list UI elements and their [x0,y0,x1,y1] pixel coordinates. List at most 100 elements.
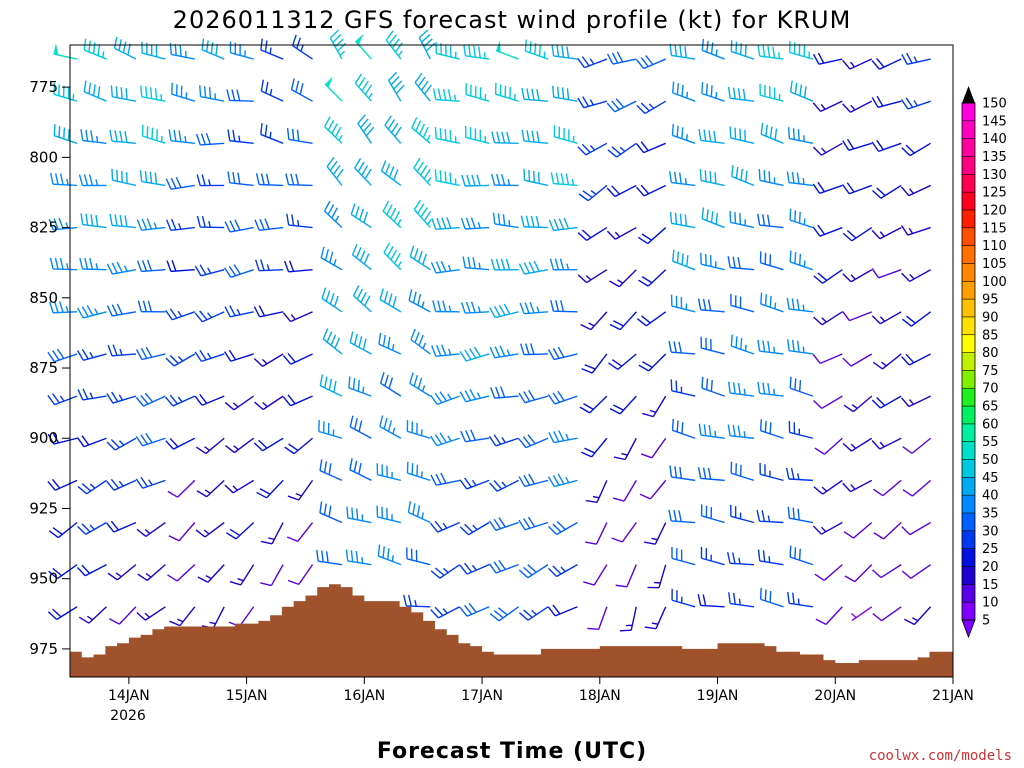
y-tick-label: 950 [29,570,58,588]
wind-barb [430,606,461,619]
wind-barb [407,501,431,524]
wind-barb [873,521,902,540]
wind-barb [492,212,519,229]
y-tick-label: 925 [29,499,58,517]
wind-barb [577,56,608,69]
wind-barb [282,394,313,407]
colorbar-swatch [962,548,975,568]
wind-barb [729,210,755,229]
wind-barb [518,434,549,449]
y-axis: 775 800 825 850 875 900 925 950 975 [29,78,70,658]
wind-barb [812,142,843,156]
wind-barb [842,100,873,113]
wind-barb [580,311,608,331]
wind-barb [47,478,78,491]
wind-barb [171,82,196,102]
wind-barb [287,564,314,586]
wind-barb [223,264,254,278]
colorbar-label: 125 [982,186,1007,201]
colorbar-swatch [962,245,975,264]
wind-barb [348,376,372,397]
wind-barb [406,419,431,439]
wind-barb [432,300,460,313]
wind-barb [813,395,843,410]
wind-barb [638,353,667,372]
wind-barb [872,353,902,370]
wind-barb [844,564,873,583]
colorbar-swatch [962,120,975,140]
colorbar-swatch [962,495,975,514]
colorbar-label: 135 [982,150,1007,165]
wind-barb [197,564,225,583]
x-axis-label: Forecast Time (UTC) [377,739,647,764]
wind-barb [668,509,696,524]
wind-barb [284,260,313,273]
wind-barb [842,226,873,242]
wind-barb [253,437,284,452]
wind-barb [518,606,549,621]
wind-barb [636,55,667,70]
wind-barb [194,310,225,323]
wind-barb [135,476,166,489]
wind-barb [760,292,784,313]
colorbar-label: 140 [982,132,1007,147]
wind-barb [165,176,195,190]
wind-barb [636,311,667,327]
wind-barb [758,169,784,187]
wind-barb [812,224,843,237]
wind-barb [547,473,578,488]
wind-barb [49,172,78,187]
wind-barb [168,522,196,542]
wind-barb [490,258,519,271]
x-tick-label: 19JAN [697,688,739,704]
wind-barb [110,85,137,102]
y-tick-label: 875 [29,359,58,377]
wind-barb [787,506,814,524]
wind-barb [382,200,402,229]
wind-barb [388,71,405,102]
colorbar-swatch [962,602,975,621]
wind-barb [900,225,931,236]
wind-barb [637,227,667,245]
wind-barb [78,606,107,624]
wind-barb [291,34,313,60]
wind-barb [729,126,755,144]
wind-barb [460,429,490,443]
wind-barb [842,311,873,322]
wind-barb [548,346,578,361]
colorbar-label: 25 [982,542,999,557]
wind-barb [671,588,696,608]
wind-barb [671,418,696,439]
wind-barb [757,44,784,60]
wind-barb [167,479,196,498]
wind-barb [488,479,519,492]
wind-barb [871,95,902,109]
wind-barb [871,311,902,325]
wind-barb [728,592,755,608]
wind-barb [672,249,696,271]
wind-barb [165,353,196,367]
wind-barb [285,173,313,187]
colorbar-swatch [962,334,975,354]
x-tick-label: 15JAN [226,688,268,704]
wind-barb [670,294,696,313]
wind-barb [136,218,166,231]
wind-barb [141,124,166,144]
colorbar-swatch [962,584,975,603]
wind-barb [76,435,107,448]
wind-barb [260,564,284,587]
wind-barb [106,478,137,491]
wind-barb [636,100,667,115]
wind-barb [434,169,460,187]
wind-barb [109,213,136,229]
colorbar-swatch [962,370,975,389]
wind-barb [378,332,402,355]
wind-barb [900,97,931,110]
wind-barb [548,217,578,232]
wind-barb [697,594,725,608]
wind-barb [615,564,637,588]
wind-barb [431,344,460,358]
wind-barb [577,269,608,284]
wind-barb [903,606,932,626]
wind-barb [871,268,902,279]
